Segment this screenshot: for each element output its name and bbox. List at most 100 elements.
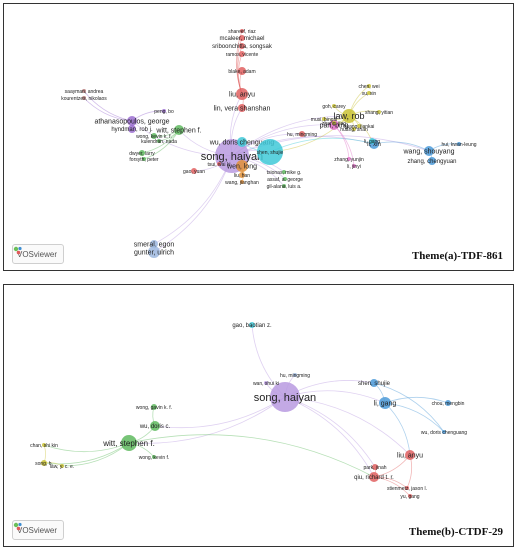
author-node[interactable] [332, 121, 336, 125]
author-node[interactable] [42, 443, 46, 447]
author-node[interactable] [342, 109, 356, 123]
author-label: li, gang [374, 400, 397, 407]
author-node[interactable] [379, 397, 391, 409]
author-node[interactable] [127, 116, 137, 126]
author-node[interactable] [148, 246, 160, 258]
network-link [43, 442, 130, 453]
author-node[interactable] [151, 133, 157, 139]
network-panel-b: song, haiyan gao, baotian z. hu, mingming w… [3, 284, 514, 547]
author-label: huang, jiankai [344, 124, 375, 130]
author-node[interactable] [377, 110, 381, 114]
author-node[interactable] [240, 180, 244, 184]
author-node[interactable] [370, 379, 378, 387]
author-label: zhang, jiao [322, 121, 346, 127]
author-node[interactable] [405, 486, 409, 490]
author-label: kourentzes, nikolaos [61, 96, 107, 102]
author-node[interactable] [264, 381, 268, 385]
author-node[interactable] [157, 139, 161, 143]
author-node[interactable] [82, 89, 86, 93]
author-label: athanasopoulos, george [94, 118, 169, 125]
author-node[interactable] [236, 88, 248, 100]
network-link [128, 396, 286, 444]
author-node[interactable] [238, 104, 246, 112]
author-node[interactable] [332, 104, 336, 108]
author-node[interactable] [151, 404, 157, 410]
author-node[interactable] [369, 138, 375, 144]
author-node[interactable] [293, 373, 297, 377]
author-node[interactable] [405, 450, 415, 460]
author-node[interactable] [457, 142, 461, 146]
author-label: stienmetz, jason l. [387, 486, 427, 492]
author-node[interactable] [41, 460, 47, 466]
author-label: hu, mingming [287, 132, 317, 138]
author-label: wong, kevin k. f. [136, 134, 172, 140]
author-node[interactable] [139, 150, 145, 156]
author-node[interactable] [191, 168, 197, 174]
author-node[interactable] [162, 109, 166, 113]
author-node[interactable] [282, 170, 286, 174]
network-link [128, 434, 375, 478]
author-node[interactable] [372, 464, 378, 470]
author-node[interactable] [424, 146, 434, 156]
author-node[interactable] [352, 164, 356, 168]
author-node[interactable] [217, 162, 221, 166]
author-node[interactable] [322, 117, 326, 121]
author-node[interactable] [347, 157, 351, 161]
author-label: wang, jianghan [225, 180, 259, 186]
author-label: sriboonchitta, songsak [212, 44, 273, 50]
author-label: shen, shujie [358, 381, 391, 387]
author-label: shareef, riaz [228, 29, 256, 35]
author-node[interactable] [282, 184, 286, 188]
author-node[interactable] [249, 322, 255, 328]
author-node[interactable] [239, 43, 245, 49]
author-node[interactable] [121, 435, 137, 451]
author-node[interactable] [150, 240, 158, 248]
author-node[interactable] [174, 125, 184, 135]
author-node[interactable] [408, 494, 412, 498]
author-node[interactable] [352, 127, 356, 131]
author-node[interactable] [240, 29, 244, 33]
author-node[interactable] [238, 67, 246, 75]
author-node[interactable] [239, 35, 245, 41]
author-label: yu, gang [400, 494, 419, 500]
network-link [384, 397, 449, 404]
author-label: forsyth, peter [129, 157, 159, 163]
author-label: shen, shujie [257, 150, 284, 156]
author-node[interactable] [445, 400, 451, 406]
author-node[interactable] [270, 382, 300, 412]
author-node[interactable] [237, 137, 247, 147]
author-label: lin, vera shanshan [214, 105, 271, 112]
author-node[interactable] [60, 464, 64, 468]
author-label: law, y. c. e. [50, 464, 74, 470]
author-label: gao, yuan [183, 169, 205, 175]
author-node[interactable] [357, 124, 361, 128]
author-node[interactable] [239, 172, 245, 178]
author-node[interactable] [283, 177, 287, 181]
author-node[interactable] [152, 455, 156, 459]
author-node[interactable] [367, 91, 371, 95]
network-panel-a: song, haiyan law, rob liu, anyu lin, vera s… [3, 3, 514, 271]
author-node[interactable] [257, 139, 283, 165]
author-label: tsionas, mike g. [267, 170, 302, 176]
author-node[interactable] [82, 96, 86, 100]
author-node[interactable] [239, 51, 245, 57]
author-label: wu, doris c. [139, 424, 171, 430]
author-label: dwyer, larry [129, 151, 155, 157]
network-link [384, 402, 411, 456]
network-link [373, 382, 445, 433]
author-node[interactable] [369, 472, 379, 482]
author-node[interactable] [442, 430, 446, 434]
author-node[interactable] [236, 160, 248, 172]
author-label: liu, anyu [229, 91, 255, 98]
network-graph-a[interactable]: song, haiyan law, rob liu, anyu lin, vera s… [4, 4, 514, 271]
network-link [154, 396, 286, 429]
author-label: huang, shan [340, 127, 368, 133]
author-node[interactable] [367, 84, 371, 88]
author-node[interactable] [150, 421, 160, 431]
author-node[interactable] [128, 125, 136, 133]
author-node[interactable] [142, 157, 146, 161]
author-label: li, xin [367, 142, 381, 148]
author-node[interactable] [299, 131, 305, 137]
author-node[interactable] [428, 157, 436, 165]
